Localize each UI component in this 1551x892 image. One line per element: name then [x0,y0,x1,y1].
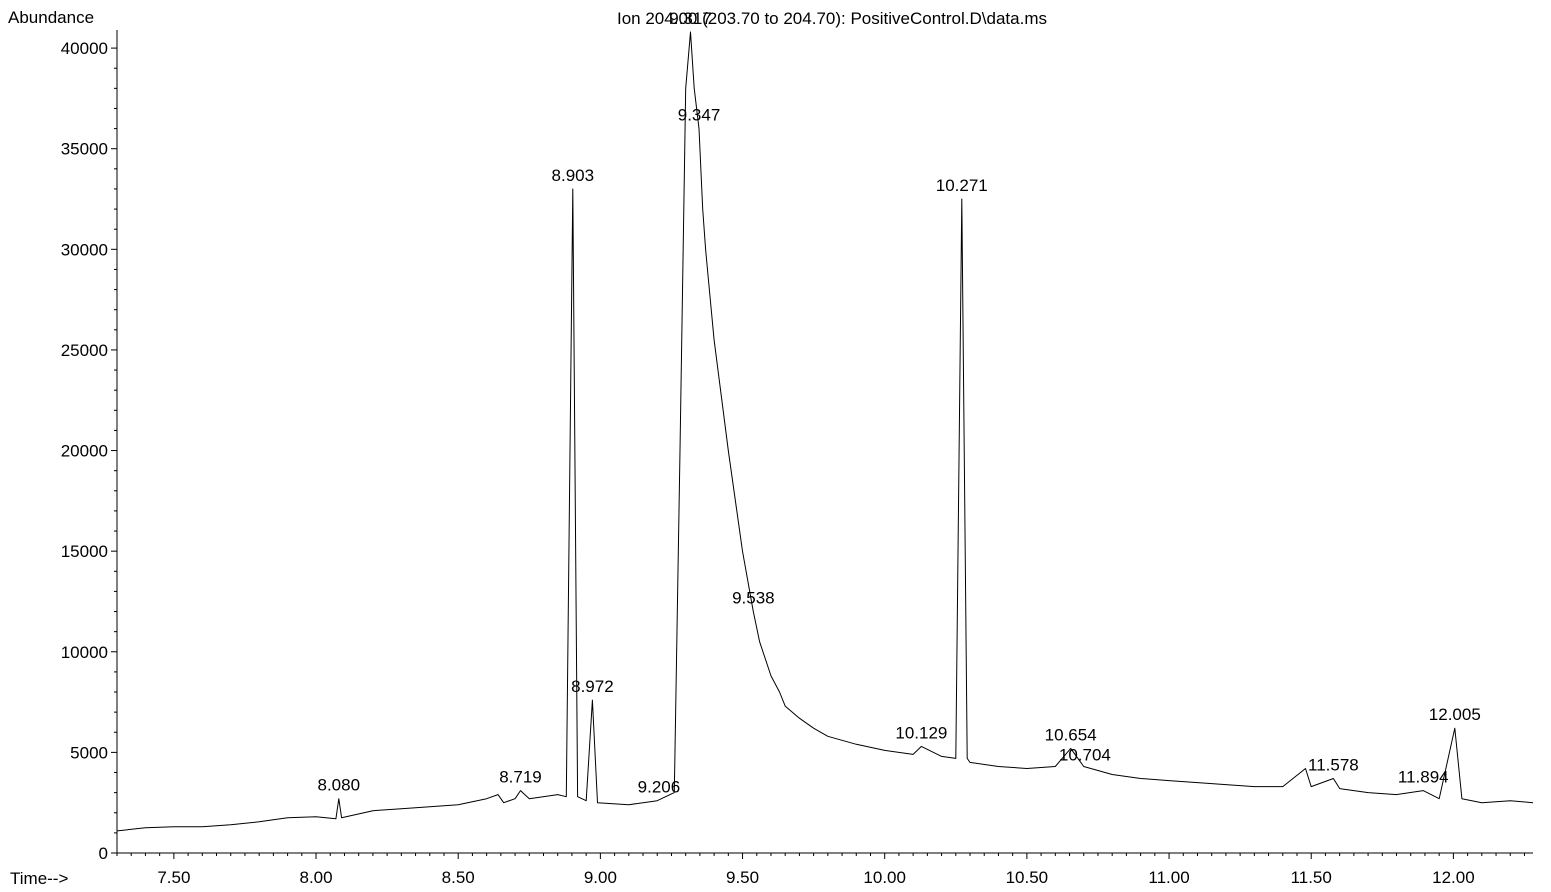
y-tick-label: 35000 [61,140,108,159]
peak-label: 9.347 [678,106,721,125]
x-axis: 7.50 8.00 8.50 9.00 9.50 10.00 10.50 11.00 11.50… [116,853,1525,887]
peak-label: 11.578 [1308,756,1359,775]
x-axis-title: Time--> [10,869,68,888]
x-tick-label: 11.00 [1148,868,1189,887]
y-tick-label: 20000 [61,442,108,461]
x-tick-label: 7.50 [157,868,190,887]
y-tick-label: 0 [99,844,108,863]
x-tick-label: 9.00 [584,868,617,887]
peak-label: 9.206 [638,778,681,797]
peak-label: 10.704 [1059,745,1111,764]
peak-label: 8.903 [552,166,595,185]
peak-label: 11.894 [1398,768,1449,787]
x-tick-label: 12.00 [1432,868,1475,887]
peak-label: 10.654 [1045,725,1097,744]
y-tick-label: 10000 [61,643,108,662]
peak-label: 8.080 [318,776,361,795]
y-axis: 0 5000 10000 15000 20000 25000 30000 35000 40000 [61,39,117,863]
y-tick-label: 40000 [61,39,108,58]
x-tick-label: 11.50 [1291,868,1332,887]
y-tick-label: 5000 [70,743,108,762]
peak-label: 10.271 [936,176,988,195]
x-tick-label: 10.50 [1006,868,1049,887]
series-layer [116,31,1534,832]
peak-label: 12.005 [1429,705,1481,724]
peak-label: 10.129 [895,723,947,742]
peak-label: 9.538 [732,589,775,608]
x-tick-label: 10.00 [863,868,906,887]
x-tick-label: 8.00 [299,868,332,887]
peak-label-layer: 8.080 8.719 8.903 8.972 9.206 9.317 9.347 9.538… [318,9,1481,797]
chart-title: Ion 204.00 (203.70 to 204.70): PositiveC… [617,9,1047,28]
x-tick-label: 8.50 [442,868,475,887]
series-line-0 [116,31,1534,832]
peak-label: 9.317 [669,9,712,28]
y-tick-label: 15000 [61,542,108,561]
y-tick-label: 30000 [61,240,108,259]
peak-label: 8.719 [499,768,542,787]
y-tick-label: 25000 [61,341,108,360]
x-tick-label: 9.50 [726,868,759,887]
peak-label: 8.972 [571,677,614,696]
y-axis-title: Abundance [8,8,94,27]
